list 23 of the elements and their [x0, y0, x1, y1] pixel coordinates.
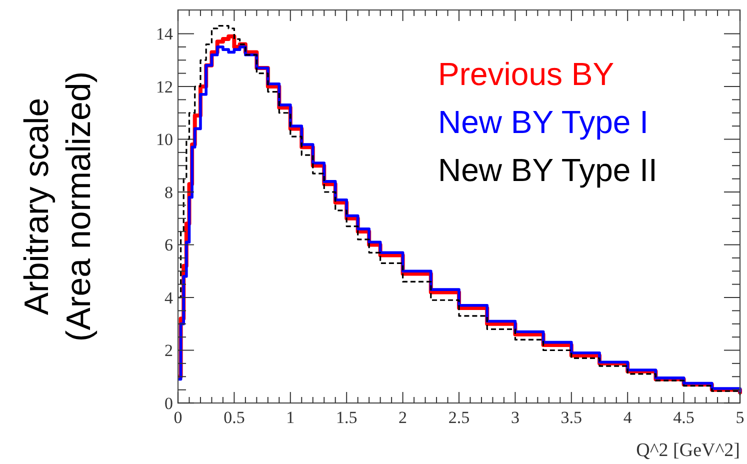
x-tick-label: 4.5 [673, 408, 694, 427]
y-tick-label: 12 [156, 77, 173, 96]
y-axis-title: Arbitrary scale (Area normalized) [18, 71, 98, 342]
x-tick-label: 0.5 [224, 408, 245, 427]
x-tick-label: 1 [286, 408, 295, 427]
text: New BY Type I [438, 104, 648, 140]
y-tick-label: 6 [164, 236, 173, 255]
y-tick-label: 14 [156, 24, 174, 44]
x-axis-title: Q^2 [GeV^2] [636, 440, 740, 461]
y-tick-label: 2 [164, 341, 173, 360]
y-tick-label: 10 [156, 130, 173, 150]
text: Previous BY [438, 56, 614, 92]
x-tick-label: 3 [510, 408, 520, 427]
y-tick-label: 0 [164, 394, 173, 413]
x-tick-label: 3.5 [560, 408, 582, 427]
y-tick-label: 8 [164, 182, 173, 202]
text: New BY Type II [438, 152, 658, 188]
y-tick-label: 4 [164, 288, 174, 308]
x-tick-label: 2.5 [448, 408, 470, 427]
x-tick-label: 1.5 [336, 408, 358, 427]
x-tick-label: 4 [623, 408, 632, 427]
x-tick-label: 5 [736, 408, 744, 427]
x-tick-label: 2 [398, 408, 408, 427]
